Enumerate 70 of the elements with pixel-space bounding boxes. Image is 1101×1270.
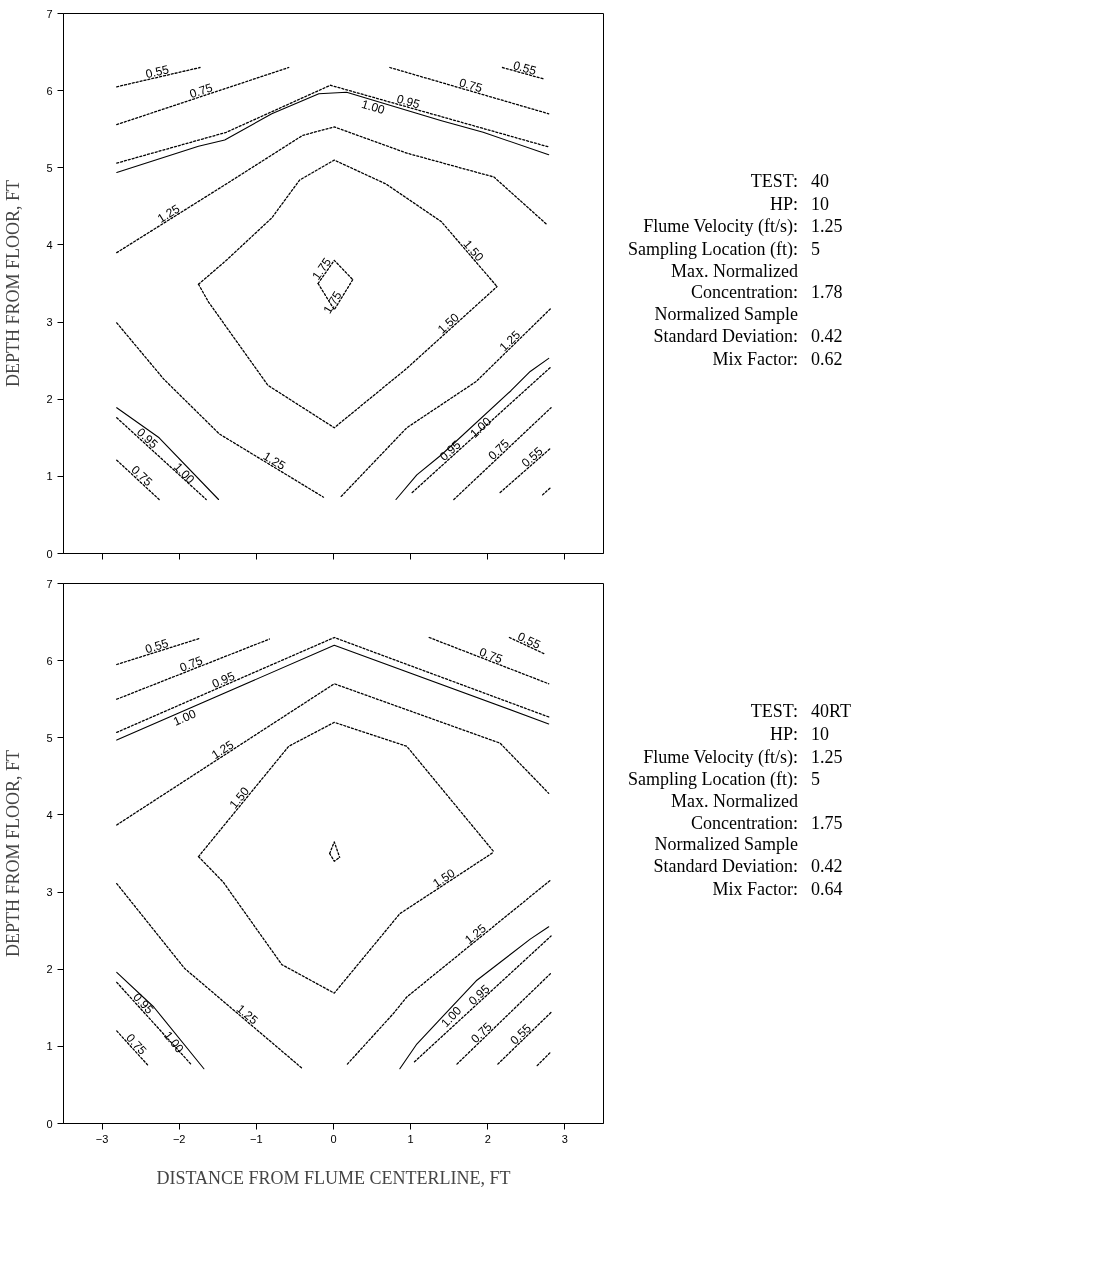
y-tick-label: 6 (46, 654, 53, 667)
text: Normalized Sample Standard Deviation: 0.42 (652, 304, 844, 348)
y-tick-label: 5 (46, 161, 53, 174)
text: 0.75 (123, 1030, 150, 1058)
text: 0.75 (187, 80, 215, 102)
text: 0.95 (395, 91, 422, 112)
text: 1.25 (461, 921, 490, 947)
text: 0.55 (507, 1020, 535, 1048)
y-tick-label: 5 (46, 731, 53, 744)
text: TEST: 40 (749, 170, 830, 193)
text: Normalized Sample Standard Deviation: 0.42 (652, 834, 844, 878)
x-tick-label: −1 (250, 1132, 263, 1145)
y-tick-label: 1 (46, 1040, 53, 1053)
text: 0.75 (128, 462, 156, 490)
text: TEST: 40RT (749, 700, 852, 724)
text: Flume Velocity (ft/s): 1.25 (642, 215, 844, 239)
text: 0.95 (209, 668, 238, 691)
text: Flume Velocity (ft/s): 1.25 (642, 745, 844, 769)
y-tick-label: 3 (46, 886, 53, 899)
text: HP: 10 (768, 723, 830, 746)
x-tick-label: 1 (407, 1132, 414, 1145)
y-tick-label: 4 (46, 808, 53, 821)
text: 1.25 (233, 1001, 261, 1028)
text: 1.25 (208, 737, 237, 762)
y-tick-label: 0 (46, 1117, 53, 1130)
y-tick-label: 2 (46, 963, 53, 976)
text: 0.75 (457, 75, 485, 96)
y-tick-label: 7 (46, 577, 53, 590)
text: 0.75 (177, 653, 205, 675)
text: 0.55 (511, 58, 539, 78)
y-axis-title: DEPTH FROM FLOOR, FT (3, 749, 24, 958)
text: 1.00 (171, 459, 198, 487)
text: Mix Factor: 0.64 (711, 877, 844, 901)
x-tick-label: 0 (330, 1132, 337, 1145)
text: 1.00 (360, 96, 387, 118)
x-tick-label: 3 (561, 1132, 568, 1145)
text: HP: 10 (768, 192, 830, 216)
y-tick-label: 0 (46, 547, 53, 560)
text: Sampling Location (ft): 5 (628, 768, 821, 792)
text: 0.95 (133, 425, 161, 452)
x-tick-label: 2 (484, 1132, 491, 1145)
y-axis-title: DEPTH FROM FLOOR, FT (3, 179, 24, 388)
text: 1.50 (460, 237, 487, 265)
y-tick-label: 2 (46, 393, 53, 406)
y-tick-label: 7 (46, 7, 53, 20)
y-tick-label: 6 (46, 84, 53, 97)
text: 1.50 (430, 865, 458, 891)
text: 0.55 (144, 62, 171, 82)
text: 0.75 (485, 436, 513, 463)
text: Sampling Location (ft): 5 (628, 238, 821, 261)
text: 0.55 (518, 443, 546, 471)
text: 0.55 (143, 635, 171, 657)
text: Max. Normalized Concentration: 1.78 (670, 260, 844, 305)
text: Mix Factor: 0.62 (711, 347, 844, 371)
text: 1.50 (434, 310, 462, 337)
text: 0.95 (465, 981, 493, 1008)
x-tick-label: −3 (95, 1132, 109, 1145)
text: 1.25 (260, 448, 289, 474)
x-tick-label: −2 (172, 1132, 186, 1145)
y-tick-label: 1 (46, 470, 53, 483)
text: 0.55 (515, 629, 543, 653)
text: 1.00 (438, 1003, 465, 1031)
text: 1.25 (154, 201, 183, 226)
text: 0.95 (436, 437, 464, 464)
text: 0.75 (477, 644, 505, 667)
text: 1.00 (171, 706, 199, 729)
y-tick-label: 3 (46, 316, 53, 329)
y-tick-label: 4 (46, 238, 53, 251)
text: Max. Normalized Concentration: 1.75 (670, 791, 844, 835)
x-axis-title: DISTANCE FROM FLUME CENTERLINE, FT (156, 1167, 511, 1188)
